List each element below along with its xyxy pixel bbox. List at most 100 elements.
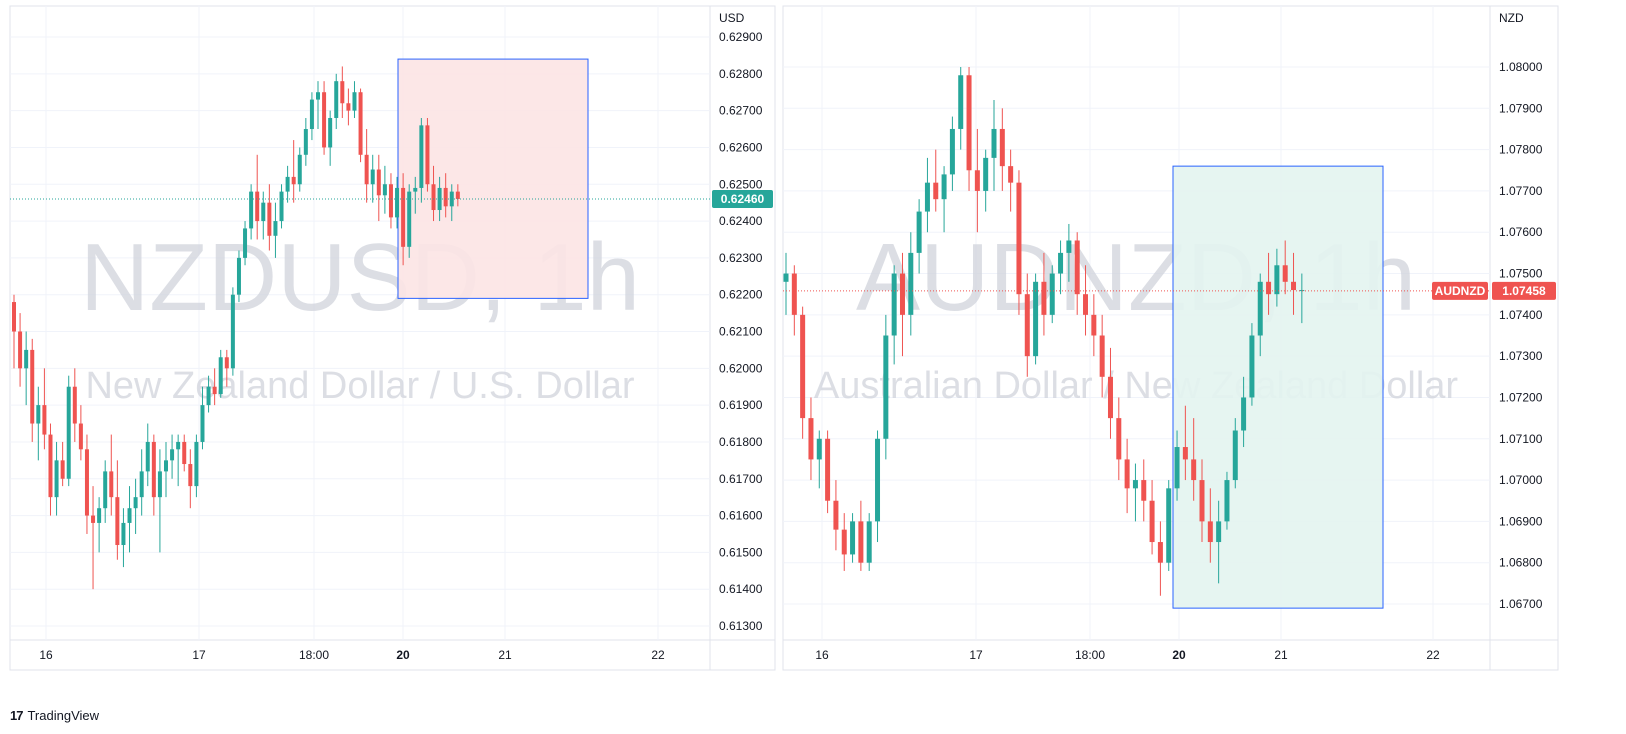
- candle-body[interactable]: [419, 125, 424, 188]
- candle-body[interactable]: [407, 191, 412, 247]
- candle-body[interactable]: [388, 184, 393, 218]
- candle-body[interactable]: [309, 99, 314, 130]
- candle-body[interactable]: [358, 92, 363, 155]
- candle-body[interactable]: [1274, 265, 1280, 295]
- candle-body[interactable]: [212, 386, 217, 395]
- candle-body[interactable]: [1224, 480, 1230, 522]
- candle-body[interactable]: [1024, 294, 1030, 357]
- candle-body[interactable]: [1191, 459, 1197, 481]
- candle-body[interactable]: [850, 521, 856, 555]
- candle-body[interactable]: [431, 184, 436, 211]
- candle-body[interactable]: [1074, 240, 1080, 295]
- candle-body[interactable]: [1083, 294, 1089, 315]
- candle-body[interactable]: [966, 75, 972, 171]
- candle-body[interactable]: [218, 357, 223, 395]
- candle-body[interactable]: [933, 182, 939, 200]
- candle-body[interactable]: [157, 471, 162, 498]
- candle-body[interactable]: [816, 438, 822, 460]
- candle-body[interactable]: [991, 128, 997, 158]
- candle-body[interactable]: [91, 515, 96, 523]
- candle-body[interactable]: [425, 125, 430, 185]
- candle-body[interactable]: [800, 314, 806, 419]
- candle-body[interactable]: [376, 169, 381, 196]
- candle-body[interactable]: [455, 191, 460, 199]
- candle-body[interactable]: [12, 302, 16, 332]
- candle-body[interactable]: [60, 460, 65, 479]
- candle-body[interactable]: [1166, 488, 1172, 563]
- candle-body[interactable]: [188, 464, 193, 487]
- candle-body[interactable]: [949, 128, 955, 175]
- candle-body[interactable]: [1008, 166, 1014, 183]
- candle-body[interactable]: [370, 169, 375, 185]
- candle-body[interactable]: [1174, 447, 1180, 489]
- candle-body[interactable]: [72, 386, 77, 424]
- candle-body[interactable]: [841, 529, 847, 555]
- candle-body[interactable]: [1216, 521, 1222, 543]
- candle-body[interactable]: [1257, 281, 1263, 336]
- candle-body[interactable]: [395, 187, 400, 218]
- candle-body[interactable]: [1207, 521, 1213, 543]
- candle-body[interactable]: [364, 154, 369, 185]
- candle-body[interactable]: [176, 441, 181, 450]
- candle-body[interactable]: [18, 331, 23, 369]
- candle-body[interactable]: [115, 497, 120, 546]
- candle-body[interactable]: [109, 471, 114, 498]
- candle-body[interactable]: [999, 128, 1005, 167]
- candle-body[interactable]: [84, 449, 89, 516]
- candle-body[interactable]: [24, 349, 29, 369]
- candle-body[interactable]: [1266, 281, 1272, 295]
- candle-body[interactable]: [145, 441, 150, 472]
- candle-body[interactable]: [346, 103, 351, 111]
- candle-body[interactable]: [941, 174, 947, 200]
- candle-body[interactable]: [200, 405, 205, 442]
- candle-body[interactable]: [983, 157, 989, 191]
- tradingview-logo[interactable]: 17 TradingView: [10, 708, 99, 723]
- candle-body[interactable]: [1033, 281, 1039, 357]
- candle-body[interactable]: [328, 117, 333, 148]
- candle-body[interactable]: [833, 500, 839, 530]
- candle-body[interactable]: [1058, 252, 1064, 274]
- candle-body[interactable]: [273, 221, 278, 236]
- candle-body[interactable]: [206, 386, 211, 406]
- candle-body[interactable]: [103, 471, 108, 509]
- candle-body[interactable]: [249, 191, 254, 229]
- candle-body[interactable]: [401, 187, 406, 247]
- candle-body[interactable]: [121, 522, 126, 546]
- candle-body[interactable]: [127, 508, 132, 523]
- candle-body[interactable]: [170, 449, 175, 461]
- candle-body[interactable]: [1182, 447, 1188, 460]
- candle-body[interactable]: [164, 460, 168, 472]
- candle-body[interactable]: [1291, 281, 1297, 291]
- candle-body[interactable]: [340, 81, 345, 104]
- candle-body[interactable]: [352, 92, 357, 111]
- candle-body[interactable]: [1099, 335, 1105, 377]
- candle-body[interactable]: [279, 191, 284, 222]
- candle-body[interactable]: [916, 211, 922, 253]
- candle-body[interactable]: [285, 176, 290, 192]
- candle-body[interactable]: [255, 191, 260, 222]
- candle-body[interactable]: [334, 81, 339, 118]
- candle-body[interactable]: [1241, 397, 1247, 431]
- candle-body[interactable]: [1299, 290, 1305, 292]
- candle-body[interactable]: [243, 228, 248, 258]
- candle-body[interactable]: [858, 521, 864, 563]
- candle-body[interactable]: [783, 273, 789, 282]
- candle-body[interactable]: [261, 202, 266, 222]
- candle-body[interactable]: [182, 441, 187, 465]
- candle-body[interactable]: [899, 273, 905, 315]
- candle-body[interactable]: [413, 187, 418, 192]
- candle-body[interactable]: [825, 438, 831, 501]
- candle-body[interactable]: [30, 349, 35, 424]
- candle-body[interactable]: [1149, 500, 1155, 543]
- candle-body[interactable]: [151, 441, 156, 498]
- candle-body[interactable]: [382, 184, 387, 196]
- candle-body[interactable]: [974, 170, 980, 191]
- candle-body[interactable]: [958, 75, 964, 129]
- candle-body[interactable]: [1124, 459, 1130, 489]
- candle-body[interactable]: [36, 405, 41, 424]
- candle-body[interactable]: [48, 434, 53, 498]
- candle-body[interactable]: [133, 497, 138, 509]
- highlight-rectangle[interactable]: [1172, 165, 1384, 609]
